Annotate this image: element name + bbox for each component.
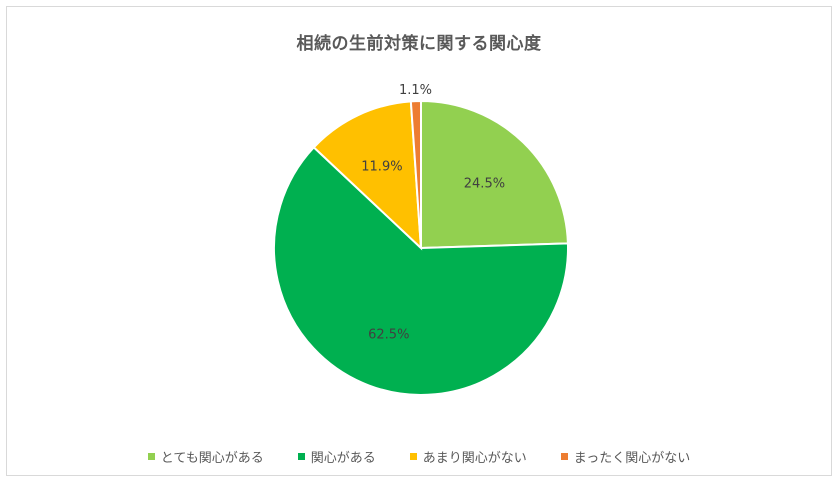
legend-swatch-not-very-interested	[409, 453, 417, 460]
legend-item-not-very-interested: あまり関心がない	[409, 447, 527, 466]
legend-label-not-very-interested: あまり関心がない	[422, 451, 527, 466]
pie-data-label-3: 1.1%	[399, 83, 432, 98]
chart-title: 相続の生前対策に関する関心度	[296, 34, 542, 54]
pie-plot: 24.5% 62.5% 11.9% 1.1%	[273, 83, 569, 396]
pie-data-label-0: 24.5%	[464, 177, 505, 192]
pie-data-label-1: 62.5%	[368, 327, 409, 342]
pie-slice-2	[312, 100, 423, 251]
pie-slice-1	[273, 145, 569, 396]
legend-item-very-interested: とても関心がある	[147, 447, 264, 466]
legend-swatch-not-interested-at-all	[560, 453, 568, 460]
legend-item-not-interested-at-all: まったく関心がない	[560, 447, 691, 466]
pie-data-label-2: 11.9%	[361, 160, 402, 175]
legend-swatch-very-interested	[147, 453, 155, 460]
pie-slice-3	[409, 99, 422, 249]
legend-label-interested: 関心がある	[310, 451, 376, 466]
legend-swatch-interested	[297, 453, 305, 460]
legend-label-very-interested: とても関心がある	[160, 451, 264, 466]
legend-item-interested: 関心がある	[297, 447, 376, 466]
legend: とても関心がある 関心がある あまり関心がない まったく関心がない	[7, 447, 831, 466]
pie-slice-0	[420, 99, 569, 250]
chart-frame: 相続の生前対策に関する関心度 24.5% 62.5% 11.9% 1.1% とても関心…	[6, 6, 832, 476]
legend-label-not-interested-at-all: まったく関心がない	[573, 451, 691, 466]
